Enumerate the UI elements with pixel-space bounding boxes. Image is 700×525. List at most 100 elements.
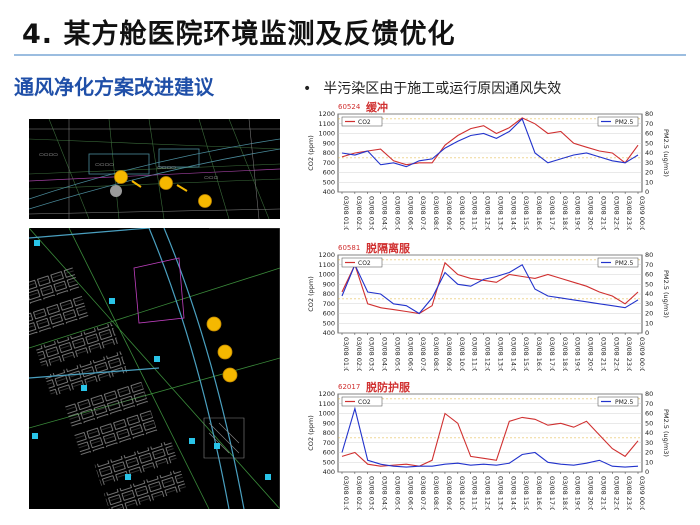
chart-panel-3: 62017 脱防护服 400 500 600 700 800 900 1000 1100 1200 0… [300,380,676,510]
x-tick-label: 03/08 04:00 [381,476,389,510]
y-tick-label: 900 [323,280,335,288]
x-tick-label: 03/08 20:00 [587,476,595,510]
legend-box [341,116,383,127]
x-tick-label: 03/08 17:00 [548,337,556,371]
series-line [341,117,639,166]
x-tick-label: 03/08 15:00 [522,337,530,371]
chart-id-label: 62017 [338,383,360,391]
bullet-point: • 半污染区由于施工或运行原因通风失效 [303,78,561,98]
x-tick-label: 03/08 11:00 [471,476,479,510]
y-tick-label: 400 [323,329,335,337]
legend-label: PM2.5 [615,260,634,267]
x-tick-label: 03/08 08:00 [432,337,440,371]
x-tick-label: 03/08 11:00 [471,337,479,371]
y-tick-label: 500 [323,458,335,466]
y-axis-title: CO2 (ppm) [307,135,315,171]
y-tick-label: 900 [323,419,335,427]
x-tick-label: 03/08 22:00 [612,196,620,230]
x-tick-label: 03/08 07:00 [419,196,427,230]
x-tick-label: 03/08 07:00 [419,337,427,371]
chart-panel-2: 60581 脱隔离服 400 500 600 700 800 900 1000 1100 1200 0… [300,241,676,371]
x-tick-label: 03/08 06:00 [406,337,414,371]
x-tick-label: 03/08 05:00 [393,337,401,371]
legend-box [341,257,383,268]
x-tick-label: 03/08 09:00 [445,337,453,371]
svg-text:▭▭▭▭: ▭▭▭▭ [39,152,58,158]
x-tick-label: 03/08 04:00 [381,196,389,230]
legend-right: PM2.5 [597,396,639,407]
x-tick-label: 03/08 18:00 [561,476,569,510]
y2-tick-label: 0 [645,329,649,337]
x-tick-label: 03/09 00:00 [638,337,646,371]
x-tick-label: 03/08 06:00 [406,196,414,230]
x-tick-label: 03/08 16:00 [535,337,543,371]
sensor-marker [114,170,128,184]
series-line [341,263,639,315]
series-line [341,117,639,168]
y2-tick-label: 20 [645,169,653,177]
y-tick-label: 700 [323,439,335,447]
x-tick-label: 03/08 23:00 [625,196,633,230]
y2-tick-label: 40 [645,149,653,157]
y2-tick-label: 0 [645,468,649,476]
y2-axis-title: PM2.5 (ug/m3) [662,409,670,457]
x-tick-label: 03/08 19:00 [574,196,582,230]
x-tick-label: 03/08 23:00 [625,337,633,371]
x-tick-label: 03/08 12:00 [484,337,492,371]
y2-tick-label: 30 [645,159,653,167]
x-tick-label: 03/08 09:00 [445,476,453,510]
x-tick-label: 03/08 02:00 [355,196,363,230]
y2-tick-label: 40 [645,290,653,298]
y2-tick-label: 80 [645,390,653,398]
legend-left: CO2 [341,257,383,268]
y2-tick-label: 20 [645,449,653,457]
chart-panel-label: 脱防护服 [366,380,411,394]
x-tick-label: 03/08 16:00 [535,196,543,230]
x-tick-label: 03/08 20:00 [587,196,595,230]
svg-text:▭▭▭▭: ▭▭▭▭ [95,162,114,168]
y2-tick-label: 60 [645,130,653,138]
x-tick-label: 03/08 10:00 [458,476,466,510]
floor-plan-image-top: ▭▭▭▭ ▭▭▭▭ ▭▭▭▭ ▭▭▭ [29,119,280,219]
y2-tick-label: 60 [645,410,653,418]
x-tick-label: 03/08 17:00 [548,476,556,510]
x-tick-label: 03/08 04:00 [381,337,389,371]
bullet-dot-icon: • [303,81,312,97]
y-axis-title: CO2 (ppm) [307,415,315,451]
title-divider [14,54,686,56]
x-tick-label: 03/08 16:00 [535,476,543,510]
y-tick-label: 1200 [318,110,335,118]
legend-box [597,116,639,127]
x-tick-label: 03/08 23:00 [625,476,633,510]
y2-axis-title: PM2.5 (ug/m3) [662,129,670,177]
chart-panel-1: 60524 缓冲 400 500 600 700 800 900 1000 1100 1200 0 10… [300,100,676,230]
x-tick-label: 03/09 00:00 [638,196,646,230]
x-tick-label: 03/08 12:00 [484,476,492,510]
y2-tick-label: 50 [645,139,653,147]
y2-tick-label: 70 [645,400,653,408]
sensor-marker-inactive [110,185,122,197]
x-tick-label: 03/08 03:00 [368,196,376,230]
y-tick-label: 600 [323,449,335,457]
x-tick-label: 03/08 02:00 [355,476,363,510]
legend-left: CO2 [341,396,383,407]
chart-id-label: 60581 [338,244,360,252]
x-tick-label: 03/08 21:00 [599,337,607,371]
x-tick-label: 03/08 07:00 [419,476,427,510]
y-tick-label: 1200 [318,390,335,398]
y-tick-label: 800 [323,149,335,157]
y2-tick-label: 80 [645,251,653,259]
chart-3-svg: 62017 脱防护服4005006007008009001000110012000… [307,380,670,510]
y2-tick-label: 40 [645,429,653,437]
y2-tick-label: 70 [645,120,653,128]
x-tick-label: 03/08 10:00 [458,337,466,371]
y-tick-label: 800 [323,290,335,298]
floor-plan-top-drawing: ▭▭▭▭▭▭▭▭ ▭▭▭▭▭▭▭ [29,119,280,219]
y-tick-label: 700 [323,159,335,167]
y2-tick-label: 60 [645,271,653,279]
x-tick-label: 03/08 01:00 [342,337,350,371]
legend-label: PM2.5 [615,399,634,406]
sensor-marker [198,194,212,208]
x-tick-label: 03/08 21:00 [599,476,607,510]
